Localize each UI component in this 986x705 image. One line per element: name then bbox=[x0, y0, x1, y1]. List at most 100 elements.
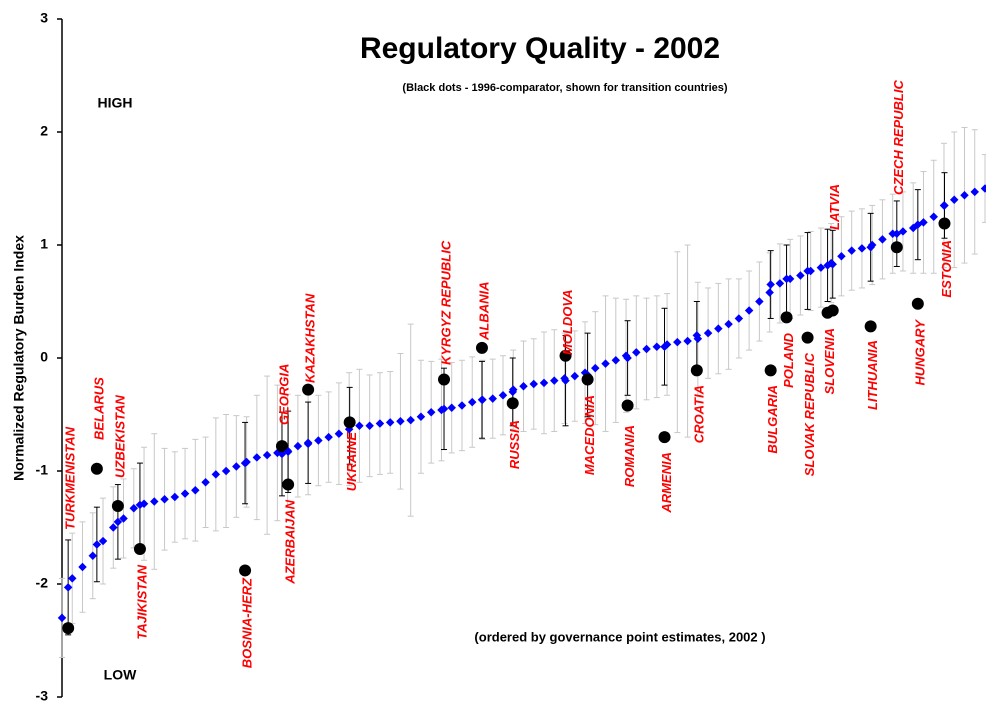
country-label: ALBANIA bbox=[476, 282, 491, 342]
estimate-point bbox=[683, 336, 692, 346]
country-label: SLOVENIA bbox=[822, 328, 837, 394]
comparator-dot bbox=[475, 341, 488, 354]
estimate-point bbox=[929, 212, 938, 221]
country-label: MOLDOVA bbox=[560, 290, 575, 355]
estimate-point bbox=[724, 319, 733, 329]
country-label: LITHUANIA bbox=[865, 340, 880, 410]
y-tick-label: -1 bbox=[36, 462, 49, 478]
estimate-point bbox=[293, 441, 303, 451]
comparator-dot bbox=[780, 311, 793, 324]
estimate-point bbox=[201, 478, 210, 487]
comparator-dot bbox=[133, 542, 146, 555]
comparator-dot bbox=[658, 431, 671, 444]
country-label: HUNGARY bbox=[912, 319, 927, 386]
estimate-point bbox=[488, 394, 497, 403]
comparator-dot bbox=[282, 478, 295, 491]
country-label: ROMANIA bbox=[622, 425, 637, 487]
country-estimate bbox=[508, 387, 517, 397]
country-label: POLAND bbox=[781, 332, 796, 388]
estimate-point bbox=[632, 348, 641, 357]
chart-subtitle: (Black dots - 1996-comparator, shown for… bbox=[402, 82, 728, 94]
y-tick-label: -2 bbox=[36, 575, 49, 591]
estimate-point bbox=[180, 489, 190, 498]
country-estimate bbox=[940, 201, 949, 210]
comparator-dot bbox=[559, 349, 572, 362]
estimate-point bbox=[796, 271, 805, 280]
country-estimate bbox=[240, 458, 250, 468]
estimate-point bbox=[252, 453, 262, 462]
estimate-point bbox=[765, 288, 774, 297]
country-label: KAZAKHSTAN bbox=[303, 293, 318, 383]
estimate-point bbox=[324, 432, 333, 442]
estimate-point bbox=[539, 378, 549, 388]
estimate-point bbox=[734, 314, 744, 323]
estimate-point bbox=[129, 504, 139, 513]
estimate-point bbox=[57, 613, 67, 623]
estimate-point bbox=[457, 401, 467, 410]
comparator-dot bbox=[275, 440, 288, 453]
estimate-point bbox=[837, 252, 846, 261]
country-label: SLOVAK REPUBLIC bbox=[802, 352, 817, 476]
estimate-point bbox=[88, 551, 98, 560]
estimate-point bbox=[78, 562, 87, 572]
country-label: TURKMENISTAN bbox=[63, 426, 78, 530]
country-label: BELARUS bbox=[91, 377, 106, 440]
y-tick-label: 1 bbox=[40, 236, 48, 252]
estimate-point bbox=[611, 356, 621, 365]
comparator-dot bbox=[111, 500, 124, 513]
estimate-point bbox=[375, 419, 385, 428]
country-estimate bbox=[660, 342, 669, 351]
comparator-dot bbox=[621, 399, 634, 412]
estimate-point bbox=[949, 195, 959, 205]
estimate-point bbox=[221, 466, 231, 476]
country-estimate bbox=[803, 266, 812, 276]
comparator-dot bbox=[801, 331, 814, 344]
country-estimate bbox=[63, 583, 73, 592]
y-tick-label: -3 bbox=[36, 688, 49, 704]
estimate-point bbox=[426, 407, 436, 417]
estimate-point bbox=[150, 497, 159, 506]
country-label: GEORGIA bbox=[276, 364, 291, 425]
comparator-dot bbox=[581, 373, 594, 386]
comparator-dot bbox=[438, 373, 451, 386]
country-estimate bbox=[477, 395, 487, 405]
estimate-point bbox=[847, 246, 856, 255]
comparator-dot bbox=[506, 397, 519, 410]
estimate-point bbox=[314, 436, 323, 445]
comparator-dot bbox=[343, 416, 356, 429]
comparator-dot bbox=[62, 622, 75, 635]
country-label: UZBEKISTAN bbox=[112, 395, 127, 478]
y-axis-label: Normalized Regulatory Burden Index bbox=[11, 235, 27, 481]
country-estimate bbox=[766, 280, 775, 289]
estimate-point bbox=[642, 344, 651, 354]
country-label: ESTONIA bbox=[939, 240, 954, 298]
estimate-point bbox=[878, 235, 887, 244]
annotation: LOW bbox=[104, 667, 137, 683]
estimate-point bbox=[775, 279, 785, 288]
estimate-point bbox=[714, 324, 723, 333]
estimate-point bbox=[980, 184, 986, 193]
estimate-point bbox=[601, 359, 610, 368]
comparator-dot bbox=[938, 217, 951, 230]
estimate-point bbox=[109, 523, 118, 532]
comparator-dot bbox=[911, 297, 924, 310]
comparator-dot bbox=[90, 462, 103, 475]
annotation: HIGH bbox=[98, 95, 133, 111]
country-estimate bbox=[692, 331, 702, 340]
country-label: UKRAINE bbox=[344, 432, 359, 492]
estimate-point bbox=[385, 418, 395, 427]
comparator-dot bbox=[864, 320, 877, 333]
country-estimate bbox=[561, 376, 570, 385]
estimate-point bbox=[857, 244, 867, 253]
country-estimate bbox=[283, 447, 293, 457]
estimate-point bbox=[970, 187, 979, 197]
estimate-point bbox=[365, 421, 374, 431]
chart-title: Regulatory Quality - 2002 bbox=[360, 32, 720, 65]
y-tick-label: 0 bbox=[40, 349, 48, 365]
comparator-dot bbox=[826, 304, 839, 317]
comparator-dot bbox=[690, 364, 703, 377]
estimate-point bbox=[406, 415, 415, 425]
estimate-point bbox=[519, 382, 528, 391]
comparator-dot bbox=[764, 364, 777, 377]
